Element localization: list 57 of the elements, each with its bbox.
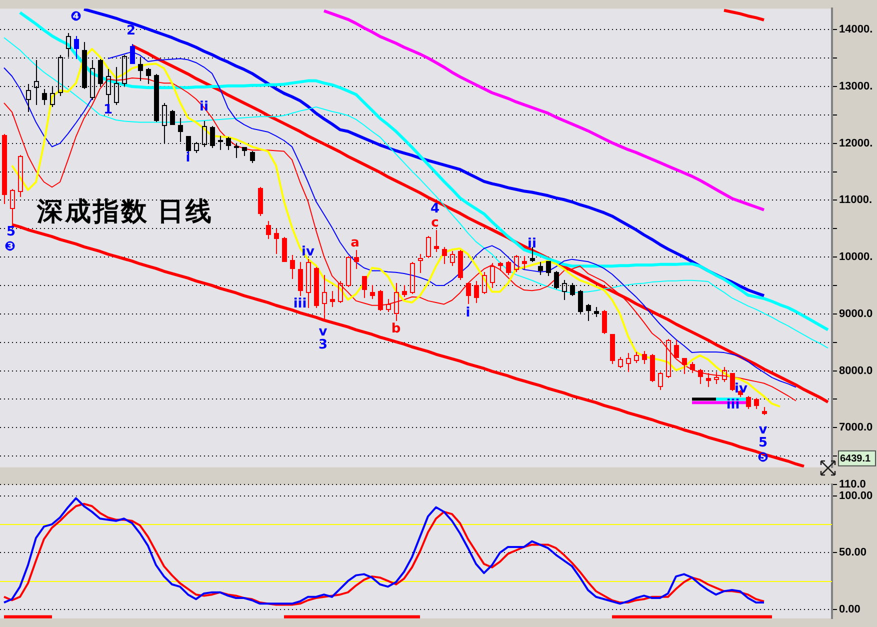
candlestick bbox=[618, 356, 623, 368]
candlestick bbox=[626, 352, 631, 372]
candlestick bbox=[346, 256, 351, 288]
y-tick-label: 10000. bbox=[839, 251, 873, 264]
annotation: 4 bbox=[430, 201, 440, 216]
y-tick-label: 110.0 bbox=[839, 478, 866, 491]
annotation: 1 bbox=[103, 102, 113, 118]
annotation: a bbox=[350, 235, 360, 250]
candlestick bbox=[450, 250, 455, 266]
candlestick bbox=[418, 254, 423, 274]
candlestick bbox=[306, 258, 311, 308]
y-tick-label: 50.00 bbox=[839, 546, 867, 559]
text: 深成指数 日线 bbox=[37, 197, 214, 227]
annotation: iv bbox=[734, 381, 748, 396]
candlestick bbox=[514, 254, 519, 272]
annotation: ❹ bbox=[70, 9, 82, 24]
candlestick bbox=[666, 338, 671, 378]
y-tick-label: 9000.0 bbox=[839, 308, 873, 320]
candlestick bbox=[322, 274, 327, 322]
y-tick-label: 0.00 bbox=[839, 603, 860, 616]
annotation: iii bbox=[293, 296, 307, 312]
annotation: ii bbox=[528, 236, 536, 252]
candlestick bbox=[490, 262, 495, 288]
candlestick bbox=[658, 372, 663, 390]
y-tick-label: 100.00 bbox=[839, 490, 873, 502]
candlestick bbox=[714, 372, 719, 384]
y-tick-label: 14000. bbox=[839, 24, 873, 36]
y-tick-label: 13000. bbox=[839, 80, 873, 93]
annotation: v bbox=[318, 324, 328, 340]
candlestick bbox=[338, 280, 343, 304]
annotation: v bbox=[758, 422, 768, 438]
candlestick bbox=[426, 236, 431, 258]
candlestick bbox=[218, 136, 223, 150]
annotation: 5 bbox=[6, 224, 16, 240]
annotation: ❸ bbox=[4, 239, 16, 254]
annotation: iv bbox=[302, 244, 315, 260]
candlestick bbox=[386, 298, 391, 312]
candlestick bbox=[482, 272, 487, 294]
candlestick bbox=[26, 84, 31, 112]
y-tick-label: 12000. bbox=[839, 137, 873, 150]
candlestick bbox=[634, 352, 639, 364]
y-tick-label: 8000.0 bbox=[839, 364, 873, 377]
text: 6439.1 bbox=[840, 454, 872, 465]
annotation: i bbox=[186, 150, 190, 166]
annotation: 2 bbox=[126, 23, 136, 38]
candlestick bbox=[18, 154, 23, 198]
annotation: 3 bbox=[318, 337, 328, 352]
y-tick-label: 7000.0 bbox=[839, 422, 873, 434]
candlestick bbox=[394, 282, 399, 322]
candlestick bbox=[722, 366, 727, 382]
candlestick bbox=[50, 86, 55, 108]
annotation: 5 bbox=[758, 435, 768, 450]
annotation: c bbox=[431, 215, 439, 230]
candlestick bbox=[410, 262, 415, 294]
annotation: i bbox=[466, 305, 470, 320]
y-tick-label: 11000. bbox=[839, 194, 872, 206]
annotation: b bbox=[391, 321, 401, 336]
